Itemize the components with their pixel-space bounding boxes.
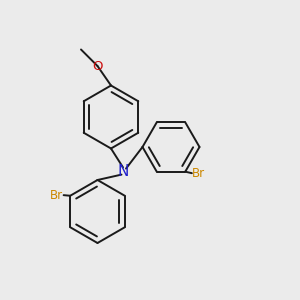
Text: Br: Br [192, 167, 205, 180]
Text: N: N [117, 164, 129, 178]
Text: Br: Br [50, 189, 63, 202]
Text: O: O [92, 59, 103, 73]
